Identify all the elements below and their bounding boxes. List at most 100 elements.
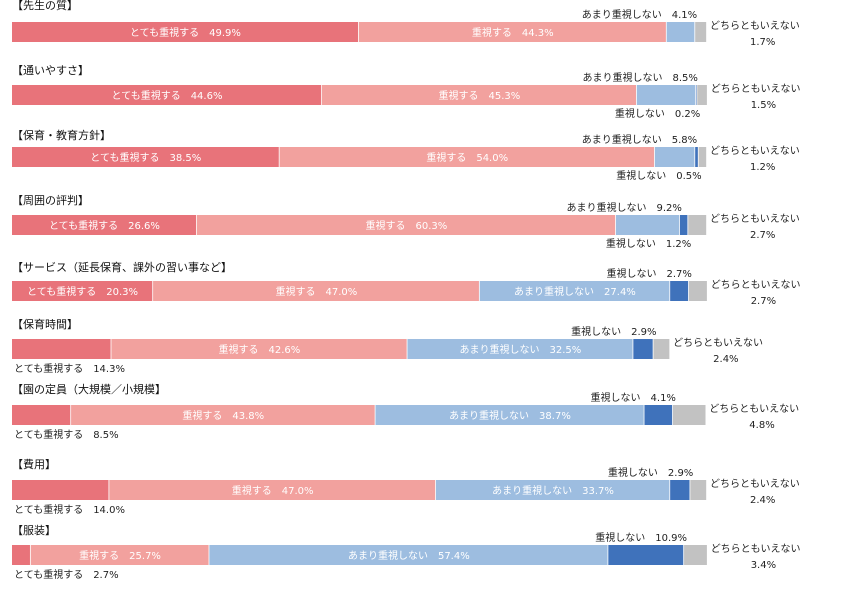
segment-label: どちらともいえない bbox=[711, 83, 801, 95]
category-title: 【通いやすさ】 bbox=[12, 64, 89, 77]
bar-segment-s4 bbox=[695, 147, 698, 167]
segment-label: 重視しない 2.9% bbox=[571, 325, 656, 338]
bar-segment-s4 bbox=[670, 281, 689, 301]
segment-label: とても重視する 2.7% bbox=[14, 568, 119, 581]
bar-segment-s1 bbox=[12, 147, 279, 167]
bar-segment-s5 bbox=[695, 22, 707, 42]
category-title: 【先生の質】 bbox=[12, 0, 78, 12]
segment-label: とても重視する 14.0% bbox=[14, 503, 125, 516]
category-title: 【服装】 bbox=[12, 524, 56, 537]
bar-segment-s1 bbox=[12, 215, 197, 235]
segment-label: 2.7% bbox=[750, 230, 775, 241]
bar-segment-s4 bbox=[608, 545, 684, 565]
bar-segment-s1 bbox=[12, 85, 322, 105]
segment-label: どちらともいえない bbox=[711, 543, 801, 555]
bar-segment-s2 bbox=[30, 545, 209, 565]
category-title: 【周囲の評判】 bbox=[12, 193, 89, 207]
segment-label: あまり重視しない 33.7% bbox=[492, 484, 614, 497]
segment-label: 重視する 45.3% bbox=[438, 89, 520, 102]
bar-segment-s3 bbox=[479, 281, 670, 301]
bar-segment-s4 bbox=[644, 405, 673, 425]
segment-label: あまり重視しない 32.5% bbox=[460, 343, 582, 356]
bar-segment-s5 bbox=[690, 480, 707, 500]
segment-label: 2.4% bbox=[750, 495, 775, 506]
segment-label: 1.2% bbox=[750, 162, 775, 173]
bar-segment-s1 bbox=[12, 339, 111, 359]
segment-label: 重視する 25.7% bbox=[79, 549, 161, 562]
bar-segment-s4 bbox=[670, 480, 690, 500]
bar-segment-s2 bbox=[153, 281, 479, 301]
segment-label: どちらともいえない bbox=[710, 478, 800, 490]
bar-segment-s5 bbox=[688, 215, 707, 235]
bar-segment-s2 bbox=[109, 480, 436, 500]
category-title: 【サービス（延長保育、課外の習い事など】 bbox=[12, 260, 232, 274]
segment-label: 3.4% bbox=[751, 560, 776, 571]
bar-segment-s2 bbox=[321, 85, 636, 105]
bar-segment-s3 bbox=[615, 215, 680, 235]
segment-label: あまり重視しない 38.7% bbox=[449, 409, 571, 422]
bar-segment-s3 bbox=[209, 545, 608, 565]
segment-label: とても重視する 14.3% bbox=[14, 362, 125, 375]
segment-label: どちらともいえない bbox=[711, 279, 801, 291]
bar-segment-s3 bbox=[435, 480, 670, 500]
segment-label: 重視しない 0.2% bbox=[615, 107, 700, 120]
segment-label: どちらともいえない bbox=[673, 337, 763, 349]
segment-label: 2.7% bbox=[751, 296, 776, 307]
bar-segment-s5 bbox=[684, 545, 707, 565]
bar-segment-s1 bbox=[12, 545, 30, 565]
bar-segment-s5 bbox=[688, 281, 707, 301]
segment-label: 4.8% bbox=[749, 420, 774, 431]
segment-label: どちらともいえない bbox=[709, 403, 799, 415]
segment-label: とても重視する 8.5% bbox=[14, 428, 119, 441]
bar-segment-s5 bbox=[672, 405, 706, 425]
bar-segment-s1 bbox=[12, 405, 71, 425]
bar-segment-s2 bbox=[196, 215, 616, 235]
bar-segment-s4 bbox=[679, 215, 688, 235]
bar-segment-s1 bbox=[12, 281, 153, 301]
segment-label: あまり重視しない 4.1% bbox=[582, 8, 697, 21]
bar-segment-s2 bbox=[111, 339, 407, 359]
segment-label: 重視しない 2.7% bbox=[607, 267, 692, 280]
segment-label: 1.7% bbox=[750, 37, 775, 48]
segment-label: 重視する 54.0% bbox=[426, 151, 508, 164]
category-title: 【保育時間】 bbox=[12, 317, 78, 331]
segment-label: どちらともいえない bbox=[710, 213, 800, 225]
bar-segment-s3 bbox=[666, 22, 695, 42]
bar-segment-s1 bbox=[12, 480, 109, 500]
segment-label: 重視する 43.8% bbox=[182, 409, 264, 422]
bar-segment-s3 bbox=[654, 147, 695, 167]
segment-label: 重視しない 4.1% bbox=[591, 391, 676, 404]
segment-label: とても重視する 20.3% bbox=[27, 285, 138, 298]
segment-label: 重視する 47.0% bbox=[232, 484, 314, 497]
bar-segment-s5 bbox=[653, 339, 670, 359]
category-title: 【保育・教育方針】 bbox=[12, 128, 111, 142]
segment-label: 重視する 60.3% bbox=[366, 219, 448, 232]
bar-segment-s4 bbox=[633, 339, 653, 359]
segment-label: とても重視する 26.6% bbox=[49, 219, 160, 232]
bar-segment-s4 bbox=[695, 85, 697, 105]
segment-label: あまり重視しない 57.4% bbox=[348, 549, 470, 562]
segment-label: どちらともいえない bbox=[710, 20, 800, 32]
segment-label: 重視しない 1.2% bbox=[606, 237, 691, 250]
segment-label: あまり重視しない 8.5% bbox=[582, 71, 697, 84]
bar-segment-s2 bbox=[358, 22, 666, 42]
segment-label: あまり重視しない 27.4% bbox=[514, 285, 636, 298]
bar-segment-s2 bbox=[279, 147, 655, 167]
category-title: 【費用】 bbox=[12, 457, 56, 471]
bar-segment-s5 bbox=[698, 147, 707, 167]
segment-label: あまり重視しない 9.2% bbox=[566, 201, 681, 214]
segment-label: 重視する 42.6% bbox=[219, 343, 301, 356]
segment-label: 重視しない 2.9% bbox=[608, 466, 693, 479]
segment-label: 重視する 44.3% bbox=[472, 26, 554, 39]
segment-label: 重視する 47.0% bbox=[276, 285, 358, 298]
segment-label: とても重視する 38.5% bbox=[90, 151, 201, 164]
bar-segment-s1 bbox=[12, 22, 358, 42]
category-title: 【園の定員（大規模／小規模】 bbox=[12, 382, 166, 396]
bar-segment-s5 bbox=[697, 85, 707, 105]
segment-label: 2.4% bbox=[713, 354, 738, 365]
segment-label: 重視しない 0.5% bbox=[616, 169, 701, 182]
segment-label: あまり重視しない 5.8% bbox=[582, 133, 697, 146]
bar-segment-s3 bbox=[636, 85, 696, 105]
bar-segment-s3 bbox=[407, 339, 633, 359]
